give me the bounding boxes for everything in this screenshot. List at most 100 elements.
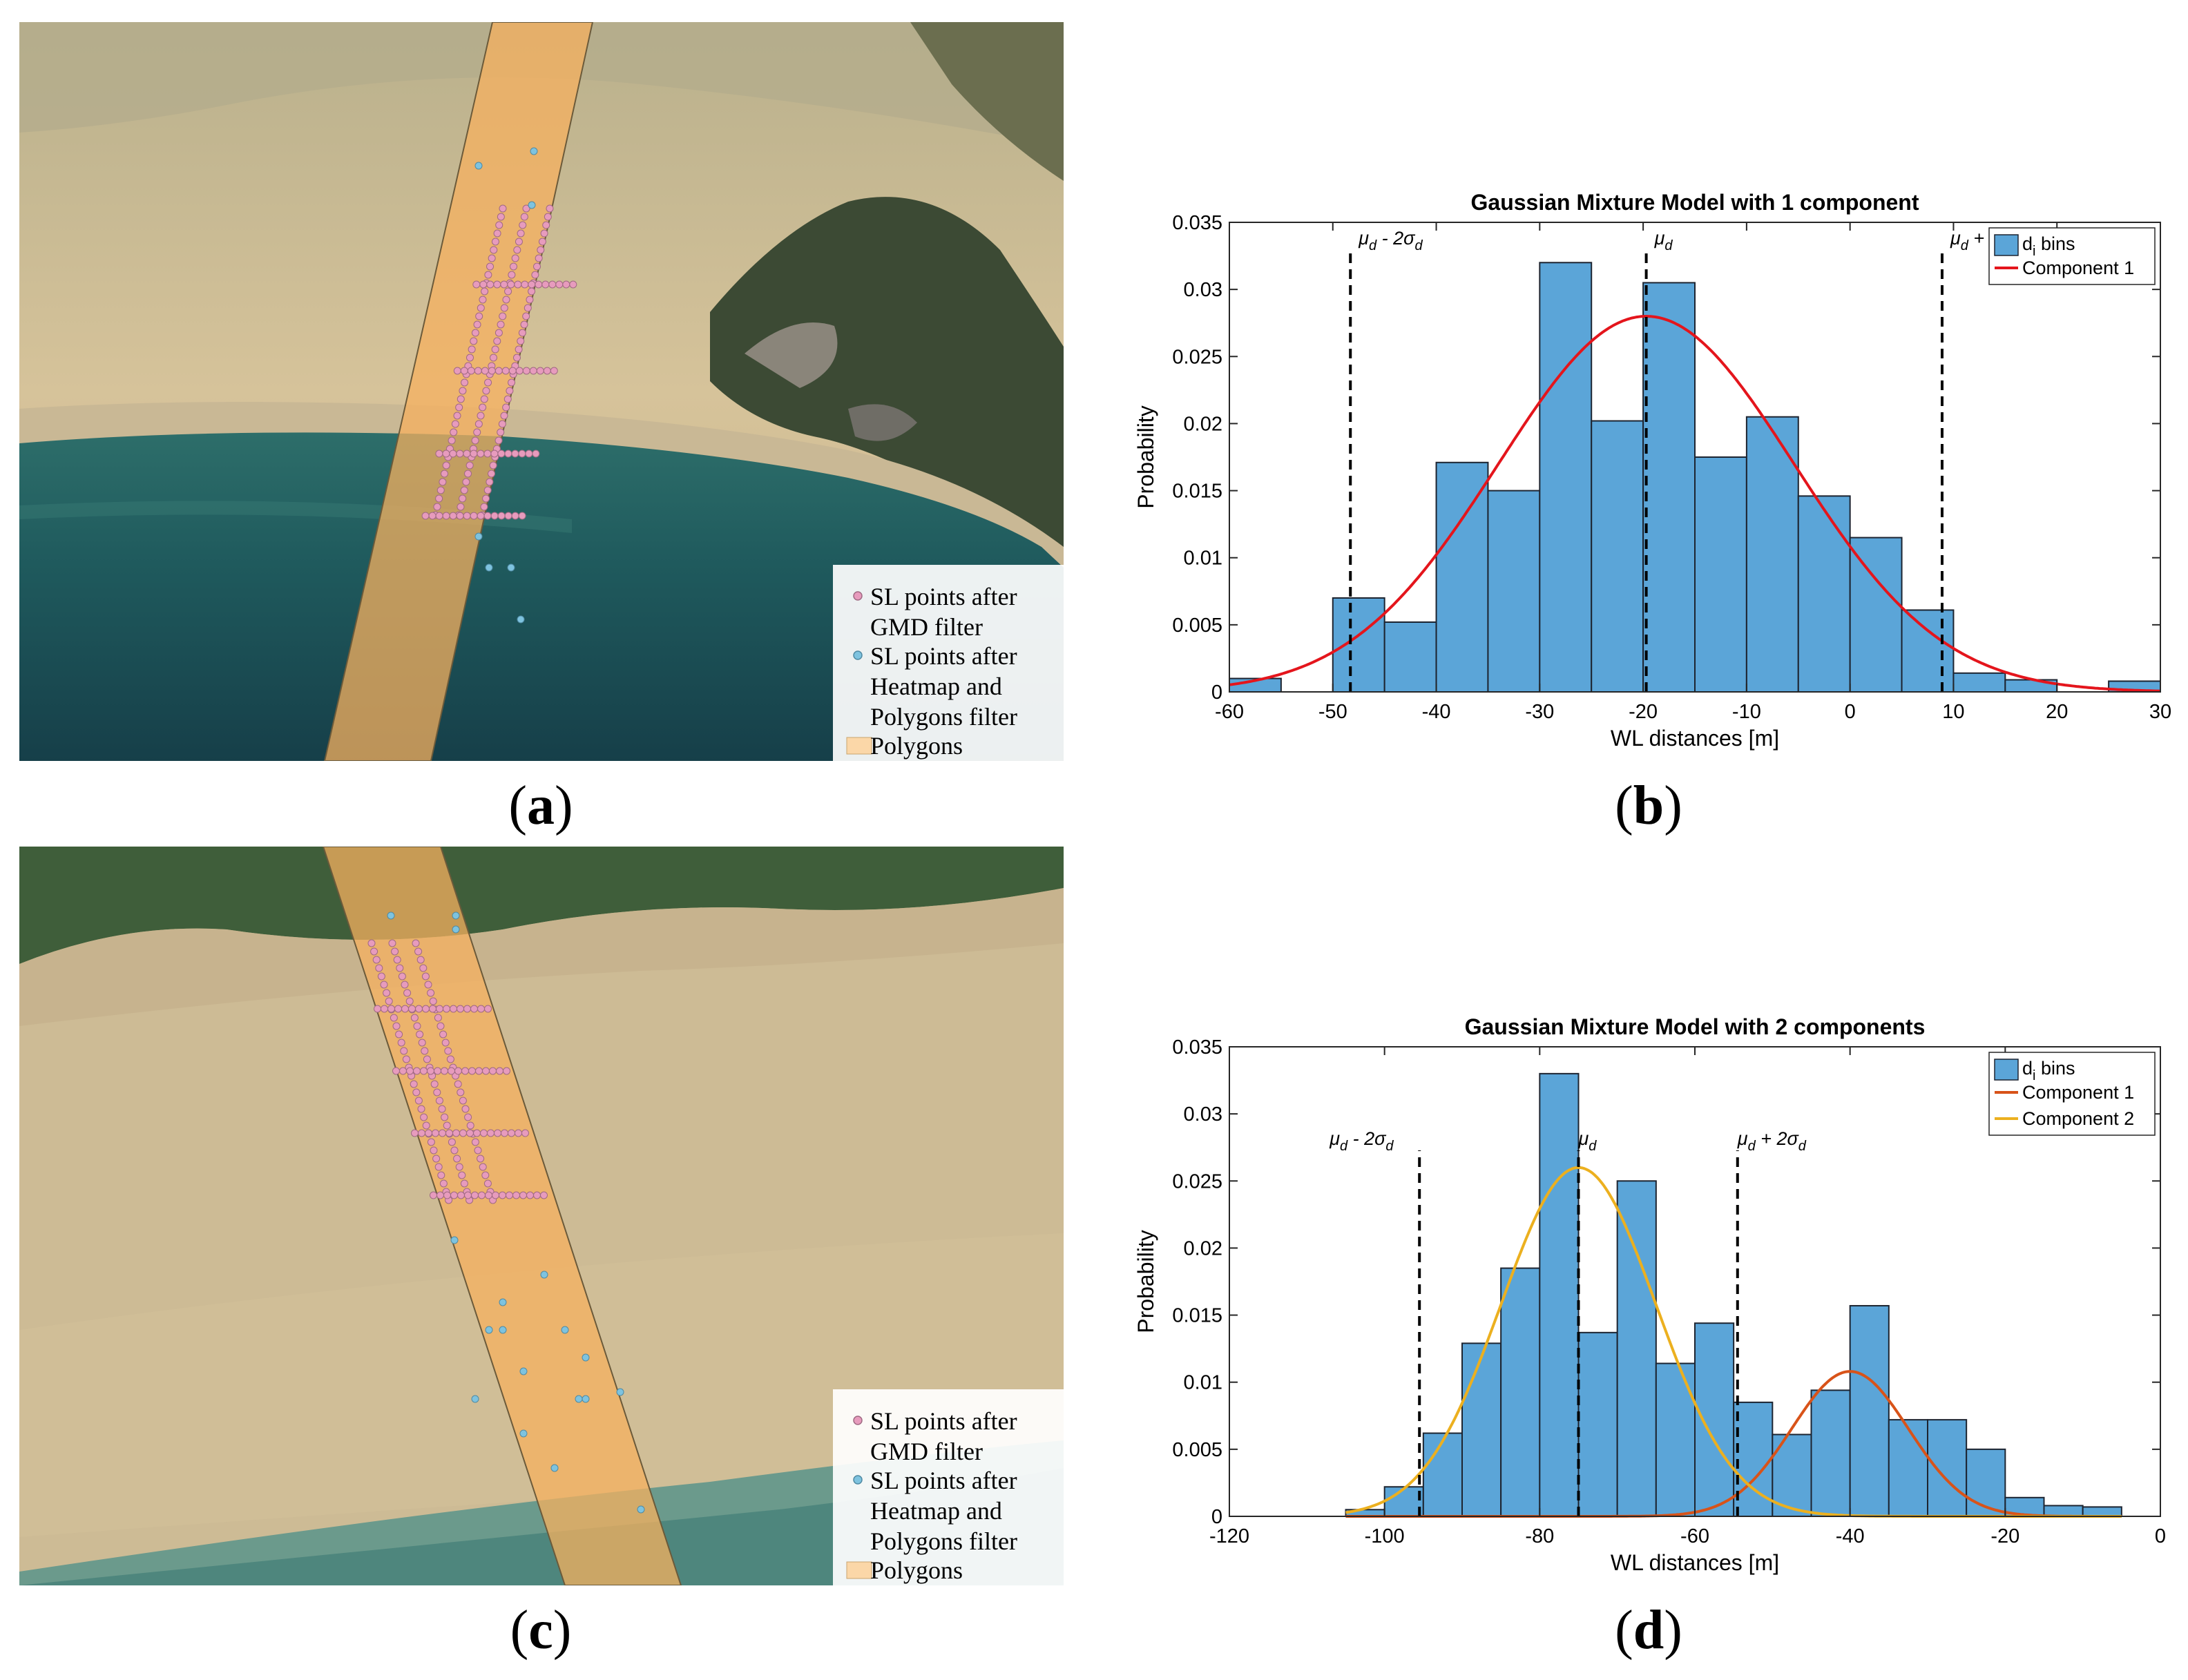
- gmd-points-c: [367, 939, 548, 1204]
- map-point: [473, 1129, 481, 1137]
- map-point: [550, 1464, 559, 1472]
- map-point: [483, 512, 492, 520]
- map-point: [489, 354, 497, 362]
- chart-gmm-1-component: Gaussian Mixture Model with 1 component μ…: [1133, 190, 2171, 751]
- map-point: [466, 354, 474, 362]
- map-point: [501, 1129, 508, 1137]
- map-point: [387, 1005, 395, 1013]
- legend-bins-label: di bins: [2022, 233, 2075, 259]
- map-point: [473, 320, 481, 329]
- map-point: [502, 296, 510, 304]
- map-point: [423, 1055, 431, 1063]
- map-point: [550, 367, 558, 375]
- map-point: [395, 1030, 403, 1039]
- map-point: [483, 450, 492, 458]
- map-point: [459, 387, 467, 395]
- map-point: [474, 367, 482, 375]
- histogram-bar: [1591, 420, 1644, 693]
- histogram-bar: [1383, 621, 1437, 693]
- map-point: [454, 1067, 462, 1075]
- map-point: [513, 246, 521, 254]
- map-point: [457, 503, 465, 511]
- histogram-bar: [1461, 1342, 1502, 1517]
- gmd-points-a: [421, 204, 577, 520]
- map-point: [450, 1005, 457, 1013]
- map-point: [430, 1191, 437, 1199]
- map-point: [499, 1326, 507, 1334]
- histogram-bar: [1694, 1322, 1735, 1517]
- map-point: [508, 1129, 515, 1137]
- histogram-bar: [1383, 1486, 1424, 1517]
- map-point: [468, 345, 476, 354]
- x-axis-label: WL distances [m]: [1611, 1550, 1779, 1575]
- map-point: [396, 964, 404, 972]
- map-point: [435, 512, 443, 520]
- map-point: [466, 461, 474, 470]
- plot-frame: [1229, 222, 2161, 693]
- y-tick-label: 0.02: [1184, 413, 1222, 435]
- map-point: [453, 1155, 461, 1163]
- map-point: [491, 345, 499, 354]
- map-point: [477, 412, 485, 420]
- histogram-bar: [1745, 416, 1799, 693]
- map-point: [496, 1067, 503, 1075]
- sigma-label: μd - 2σd: [1358, 228, 1423, 253]
- sigma-label: μd: [1578, 1128, 1597, 1154]
- map-point: [473, 428, 481, 436]
- histogram-bar: [1952, 672, 2006, 693]
- map-point: [477, 512, 485, 520]
- map-point: [526, 1191, 534, 1199]
- legend-gmd-line1: SL points after: [870, 583, 1017, 610]
- map-point: [499, 204, 507, 213]
- map-point: [519, 1191, 527, 1199]
- map-point: [499, 1191, 506, 1199]
- map-point: [491, 238, 499, 246]
- map-point: [436, 1191, 444, 1199]
- y-tick-label: 0.025: [1172, 346, 1222, 368]
- map-point: [439, 1179, 448, 1188]
- map-point: [479, 403, 487, 412]
- map-point: [493, 229, 501, 238]
- map-point: [471, 1395, 479, 1403]
- map-point: [400, 1047, 408, 1055]
- map-point: [480, 503, 488, 511]
- map-point: [441, 1067, 448, 1075]
- histogram-bar: [1642, 282, 1696, 693]
- map-point: [385, 997, 393, 1005]
- y-tick-label: 0.035: [1172, 212, 1222, 234]
- map-point: [435, 1097, 443, 1105]
- map-point: [403, 989, 412, 997]
- histogram-bar: [1849, 1304, 1890, 1517]
- map-point: [508, 271, 516, 279]
- map-point: [470, 1005, 478, 1013]
- x-tick-label: 0: [2155, 1525, 2166, 1547]
- map-point: [483, 486, 492, 494]
- x-tick-label: 0: [1845, 701, 1856, 723]
- map-point: [540, 1191, 548, 1199]
- map-point: [517, 615, 525, 624]
- map-point: [487, 1129, 495, 1137]
- map-point: [391, 947, 399, 956]
- map-point: [575, 1395, 583, 1403]
- map-point: [397, 1039, 405, 1047]
- map-point: [484, 378, 492, 387]
- map-point: [542, 221, 550, 229]
- map-point: [380, 981, 388, 989]
- map-point: [421, 512, 430, 520]
- map-point: [526, 296, 534, 304]
- map-point: [481, 1171, 490, 1179]
- map-point: [459, 494, 467, 503]
- map-point: [457, 1191, 465, 1199]
- map-point: [388, 939, 396, 947]
- map-point: [401, 1005, 409, 1013]
- x-tick-label: 30: [2149, 701, 2171, 723]
- map-point: [427, 1138, 435, 1146]
- map-point: [475, 1067, 483, 1075]
- map-point: [520, 213, 528, 221]
- map-point: [500, 304, 508, 312]
- map-point: [411, 1129, 419, 1137]
- map-point: [433, 503, 441, 511]
- map-point: [530, 147, 538, 155]
- map-point: [457, 1088, 465, 1097]
- map-point: [450, 428, 458, 436]
